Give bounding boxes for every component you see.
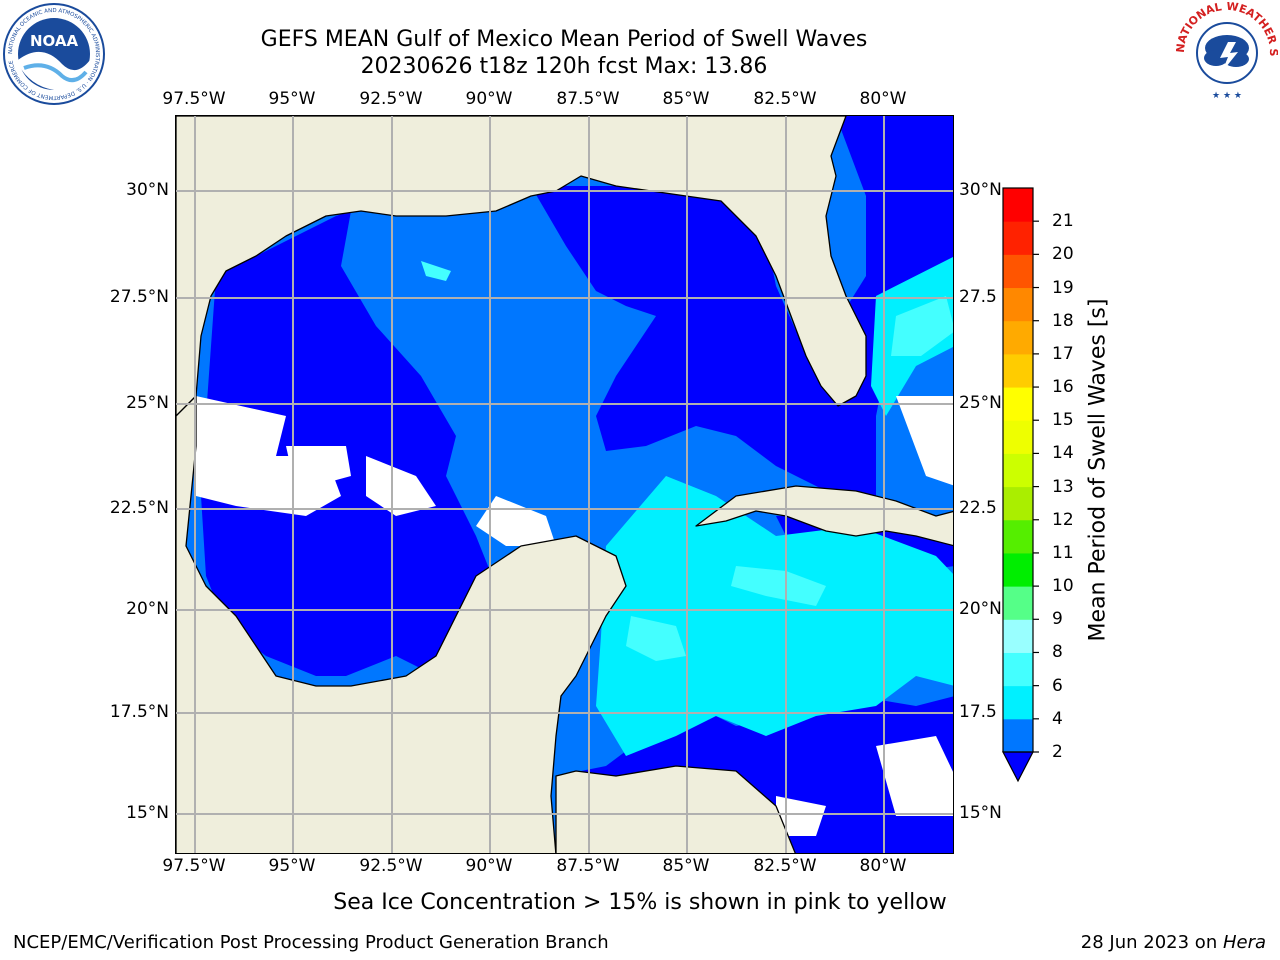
colorbar-tick-label: 14 (1052, 443, 1074, 464)
footer-host: Hera (1222, 932, 1266, 953)
colorbar-segment (1003, 254, 1033, 289)
map-gridlines (176, 116, 953, 853)
colorbar-segment (1003, 552, 1033, 587)
lat-tick-right: 30°N (959, 180, 1002, 200)
colorbar-tick-label: 19 (1052, 277, 1074, 298)
colorbar-segment (1003, 387, 1033, 421)
lon-tick-bottom: 87.5°W (556, 856, 620, 876)
chart-title: GEFS MEAN Gulf of Mexico Mean Period of … (260, 27, 868, 52)
colorbar-outline (1002, 187, 1034, 753)
lon-tick-top: 95°W (268, 89, 316, 109)
lon-tick-bottom: 97.5°W (162, 856, 226, 876)
colorbar-tick-label: 17 (1052, 343, 1074, 364)
colorbar-tick-label: 20 (1052, 244, 1074, 265)
colorbar-tick-label: 8 (1052, 642, 1063, 663)
colorbar-tick-label: 4 (1052, 708, 1063, 729)
colorbar-segment (1003, 453, 1033, 488)
lat-tick-left: 27.5°N (109, 287, 169, 307)
colorbar-tick-label: 13 (1052, 476, 1074, 497)
nws-logo-icon: NATIONAL WEATHER SERVICE ★ ★ ★ (1172, 0, 1280, 108)
lon-tick-bottom: 95°W (268, 856, 316, 876)
colorbar-segment (1003, 486, 1033, 521)
colorbar-tick-label: 18 (1052, 310, 1074, 331)
footer-credit: NCEP/EMC/Verification Post Processing Pr… (13, 932, 609, 953)
period-6-8s-patches (421, 261, 953, 661)
missing-data-regions (196, 396, 953, 836)
lat-tick-right: 27.5 (959, 287, 997, 307)
colorbar-segment (1003, 519, 1033, 554)
colorbar-tick-label: 21 (1052, 211, 1074, 232)
svg-text:NOAA: NOAA (30, 32, 79, 50)
colorbar-tick-label: 11 (1052, 542, 1074, 563)
colorbar-segment (1003, 221, 1033, 255)
lat-tick-right: 20°N (959, 599, 1002, 619)
lat-tick-right: 25°N (959, 393, 1002, 413)
colorbar-segment (1003, 320, 1033, 355)
lat-tick-left: 17.5°N (109, 702, 169, 722)
chart-subtitle: 20230626 t18z 120h fcst Max: 13.86 (360, 54, 768, 79)
colorbar-segment (1003, 353, 1033, 388)
colorbar-tick-label: 12 (1052, 509, 1074, 530)
lat-tick-left: 20°N (126, 599, 169, 619)
lon-tick-bottom: 90°W (465, 856, 513, 876)
colorbar-under-triangle (1002, 751, 1034, 783)
lat-tick-left: 30°N (126, 180, 169, 200)
colorbar-tick-label: 16 (1052, 377, 1074, 398)
colorbar-tick-label: 9 (1052, 609, 1063, 630)
colorbar (1002, 187, 1039, 783)
lon-tick-bottom: 82.5°W (753, 856, 817, 876)
gulf-of-mexico-map (175, 115, 954, 854)
colorbar-tick-label: 10 (1052, 576, 1074, 597)
colorbar-segment (1003, 188, 1033, 222)
lon-tick-bottom: 85°W (662, 856, 710, 876)
colorbar-segment (1003, 619, 1033, 653)
colorbar-title: Mean Period of Swell Waves [s] (1085, 298, 1111, 642)
lon-tick-top: 90°W (465, 89, 513, 109)
colorbar-segment (1003, 586, 1033, 620)
colorbar-segment (1003, 685, 1033, 720)
lat-tick-left: 15°N (126, 803, 169, 823)
svg-text:★ ★ ★: ★ ★ ★ (1212, 91, 1242, 101)
footer-date: 28 Jun 2023 on Hera (1081, 932, 1266, 953)
lon-tick-top: 97.5°W (162, 89, 226, 109)
lat-tick-right: 17.5 (959, 702, 997, 722)
lon-tick-top: 92.5°W (359, 89, 423, 109)
noaa-logo-icon: NOAA NATIONAL OCEANIC AND ATMOSPHERIC AD… (2, 2, 106, 110)
colorbar-tick-label: 15 (1052, 410, 1074, 431)
colorbar-segment (1003, 718, 1033, 753)
lon-tick-bottom: 92.5°W (359, 856, 423, 876)
lon-tick-top: 87.5°W (556, 89, 620, 109)
lon-tick-top: 85°W (662, 89, 710, 109)
lat-tick-right: 22.5 (959, 498, 997, 518)
lat-tick-left: 25°N (126, 393, 169, 413)
lat-tick-right: 15°N (959, 803, 1002, 823)
colorbar-tick-label: 2 (1052, 742, 1063, 762)
lat-tick-left: 22.5°N (109, 498, 169, 518)
lon-tick-top: 82.5°W (753, 89, 817, 109)
colorbar-segment (1003, 652, 1033, 687)
colorbar-segment (1003, 420, 1033, 454)
lon-tick-top: 80°W (859, 89, 907, 109)
lon-tick-bottom: 80°W (859, 856, 907, 876)
sea-ice-note: Sea Ice Concentration > 15% is shown in … (333, 890, 947, 915)
footer-date-text: 28 Jun 2023 on (1080, 932, 1223, 953)
colorbar-segment (1003, 287, 1033, 322)
colorbar-tick-label: 6 (1052, 675, 1063, 696)
